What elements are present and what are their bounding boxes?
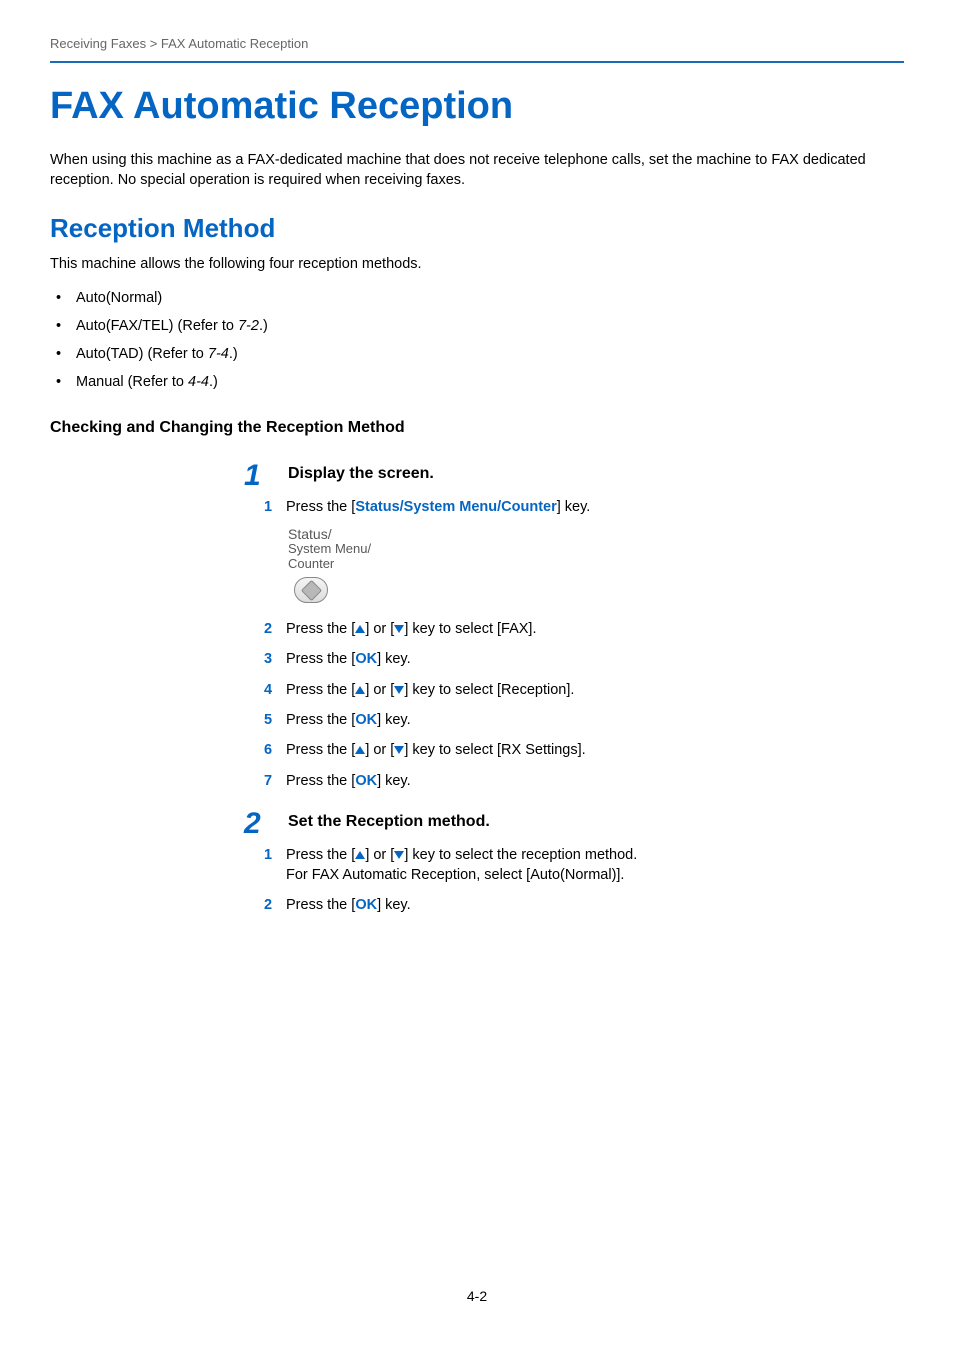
substep-num: 7 xyxy=(264,771,286,791)
substep: 2 Press the [OK] key. xyxy=(264,895,904,915)
arrow-down-icon xyxy=(394,686,404,694)
key-label: Status/System Menu/Counter xyxy=(355,499,556,515)
method-ref: 7-2 xyxy=(238,318,259,334)
substep-content: Press the [] or [] key to select the rec… xyxy=(286,845,904,886)
arrow-down-icon xyxy=(394,746,404,754)
substep-num: 5 xyxy=(264,710,286,730)
step-2-title: Set the Reception method. xyxy=(288,813,904,831)
reception-methods-list: Auto(Normal) Auto(FAX/TEL) (Refer to 7-2… xyxy=(50,284,904,397)
substep-content: Press the [OK] key. xyxy=(286,649,904,669)
substep-content: Press the [OK] key. xyxy=(286,771,904,791)
step-1-block: 1 Display the screen. 1 Press the [Statu… xyxy=(50,465,904,791)
substep-num: 1 xyxy=(264,497,286,517)
key-button-inner-icon xyxy=(300,579,321,600)
substep: 1 Press the [] or [] key to select the r… xyxy=(264,845,904,886)
substep-num: 6 xyxy=(264,740,286,760)
method-ref: 7-4 xyxy=(208,346,229,362)
arrow-up-icon xyxy=(355,625,365,633)
substep-content: Press the [] or [] key to select [FAX]. xyxy=(286,619,904,639)
key-label-text: Status/ System Menu/ Counter xyxy=(288,527,904,571)
method-text: Manual (Refer to xyxy=(76,374,188,390)
substep: 3 Press the [OK] key. xyxy=(264,649,904,669)
method-text: Auto(FAX/TEL) (Refer to xyxy=(76,318,238,334)
section-heading-checking: Checking and Changing the Reception Meth… xyxy=(50,419,904,437)
key-button-icon xyxy=(294,577,328,603)
substep-num: 2 xyxy=(264,895,286,915)
method-suffix: .) xyxy=(259,318,268,334)
method-ref: 4-4 xyxy=(188,374,209,390)
substep-num: 2 xyxy=(264,619,286,639)
method-text: Auto(Normal) xyxy=(76,290,162,306)
section2-intro: This machine allows the following four r… xyxy=(50,256,904,272)
list-item: Auto(TAD) (Refer to 7-4.) xyxy=(50,340,904,368)
step-number-2: 2 xyxy=(244,807,274,841)
method-text: Auto(TAD) (Refer to xyxy=(76,346,208,362)
list-item: Manual (Refer to 4-4.) xyxy=(50,368,904,396)
list-item: Auto(FAX/TEL) (Refer to 7-2.) xyxy=(50,312,904,340)
substep: 7 Press the [OK] key. xyxy=(264,771,904,791)
arrow-down-icon xyxy=(394,851,404,859)
divider-line xyxy=(50,61,904,63)
section-heading-reception-method: Reception Method xyxy=(50,213,904,244)
substep: 2 Press the [] or [] key to select [FAX]… xyxy=(264,619,904,639)
substep: 1 Press the [Status/System Menu/Counter]… xyxy=(264,497,904,517)
key-label: OK xyxy=(355,773,377,789)
key-label: OK xyxy=(355,712,377,728)
substep: 6 Press the [] or [] key to select [RX S… xyxy=(264,740,904,760)
list-item: Auto(Normal) xyxy=(50,284,904,312)
substep-num: 3 xyxy=(264,649,286,669)
breadcrumb: Receiving Faxes > FAX Automatic Receptio… xyxy=(50,36,904,51)
arrow-up-icon xyxy=(355,851,365,859)
substep-content: Press the [OK] key. xyxy=(286,895,904,915)
method-suffix: .) xyxy=(229,346,238,362)
arrow-up-icon xyxy=(355,686,365,694)
step-number-1: 1 xyxy=(244,459,274,493)
substep: 5 Press the [OK] key. xyxy=(264,710,904,730)
key-label: OK xyxy=(355,897,377,913)
page-number: 4-2 xyxy=(0,1288,954,1304)
page-title: FAX Automatic Reception xyxy=(50,85,904,128)
method-suffix: .) xyxy=(209,374,218,390)
substep-content: Press the [] or [] key to select [Recept… xyxy=(286,680,904,700)
key-label: OK xyxy=(355,651,377,667)
substep-content: Press the [Status/System Menu/Counter] k… xyxy=(286,497,904,517)
arrow-up-icon xyxy=(355,746,365,754)
substep-content: Press the [OK] key. xyxy=(286,710,904,730)
substep-content: Press the [] or [] key to select [RX Set… xyxy=(286,740,904,760)
step-2-block: 2 Set the Reception method. 1 Press the … xyxy=(50,813,904,916)
arrow-down-icon xyxy=(394,625,404,633)
step-1-title: Display the screen. xyxy=(288,465,904,483)
substep-num: 1 xyxy=(264,845,286,865)
substep: 4 Press the [] or [] key to select [Rece… xyxy=(264,680,904,700)
intro-text: When using this machine as a FAX-dedicat… xyxy=(50,150,904,191)
substep-num: 4 xyxy=(264,680,286,700)
status-key-illustration: Status/ System Menu/ Counter xyxy=(288,527,904,603)
